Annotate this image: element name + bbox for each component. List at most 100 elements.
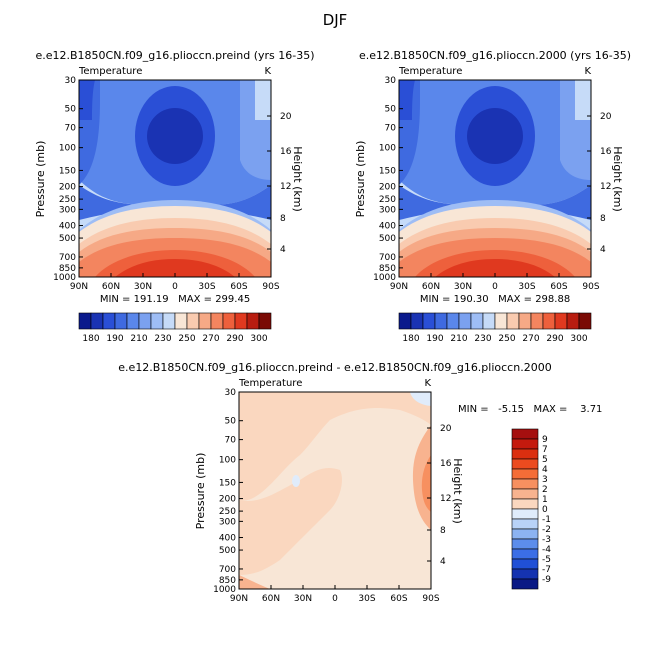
colorbar-label: -5: [542, 555, 551, 565]
colorbar-label: 2: [542, 485, 548, 495]
colorbar-label: 300: [250, 334, 267, 344]
y-tick-label: 70: [225, 436, 237, 446]
units-label: K: [424, 378, 431, 389]
panel-title: e.e12.B1850CN.f09_g16.plioccn.preind - e…: [118, 361, 551, 374]
colorbar-label: -4: [542, 545, 551, 555]
y-tick-label: 30: [65, 76, 77, 86]
variable-label: Temperature: [238, 378, 302, 389]
y-tick-label: 100: [59, 144, 76, 154]
colorbar-swatch: [578, 312, 592, 330]
colorbar-swatch: [566, 312, 580, 330]
y-tick-label: 850: [379, 264, 396, 274]
colorbar-swatch: [511, 518, 539, 530]
colorbar-swatch: [470, 312, 484, 330]
colorbar-swatch: [506, 312, 520, 330]
colorbar-label: 4: [542, 465, 548, 475]
y-tick-label: 700: [59, 253, 76, 263]
x-axis: 90N 60N 30N 0 30S 60S 90S: [70, 273, 280, 292]
x-tick-label: 0: [332, 594, 338, 604]
colorbar-swatch: [222, 312, 236, 330]
colorbar-swatch: [458, 312, 472, 330]
colorbar-swatch: [511, 528, 539, 540]
colorbar-swatch: [78, 312, 92, 330]
y-tick-label: 50: [225, 417, 237, 427]
y-tick-label: 850: [59, 264, 76, 274]
colorbar-swatch: [511, 488, 539, 500]
y-tick-label: 200: [379, 183, 396, 193]
y-tick-label: 70: [65, 124, 77, 134]
contour-field: [399, 80, 591, 277]
y2-axis-label: Height (km): [291, 146, 304, 212]
colorbar-swatch: [410, 312, 424, 330]
y-tick-label: 50: [385, 105, 397, 115]
x-tick-label: 30N: [454, 282, 472, 292]
y2-axis: 20 16 12 8 4: [427, 424, 452, 567]
colorbar-swatch: [511, 428, 539, 440]
contour-fill-band: [239, 392, 431, 501]
colorbar-swatch: [511, 578, 539, 590]
y-tick-label: 400: [379, 222, 396, 232]
y2-tick-label: 12: [280, 182, 291, 192]
colorbar-swatch: [210, 312, 224, 330]
contour-fill-band: [399, 80, 591, 220]
colorbar-swatch: [530, 312, 544, 330]
colorbar-label: 290: [226, 334, 243, 344]
colorbar-label: 1: [542, 495, 548, 505]
colorbar-swatch: [511, 448, 539, 460]
panel-difference: e.e12.B1850CN.f09_g16.plioccn.preind - e…: [118, 361, 602, 604]
x-tick-label: 30N: [134, 282, 152, 292]
y-tick-label: 200: [59, 183, 76, 193]
colorbar-swatch: [482, 312, 496, 330]
y2-tick-label: 4: [280, 245, 286, 255]
colorbar-swatch: [102, 312, 116, 330]
colorbar-swatch: [258, 312, 272, 330]
x-tick-label: 60N: [422, 282, 440, 292]
x-tick-label: 30S: [198, 282, 215, 292]
y-tick-label: 150: [379, 166, 396, 176]
contour-fill-band: [79, 80, 271, 220]
colorbar-swatch: [511, 548, 539, 560]
colorbar-label: 250: [178, 334, 195, 344]
x-tick-label: 30N: [294, 594, 312, 604]
y-tick-label: 150: [59, 166, 76, 176]
y-tick-label: 30: [385, 76, 397, 86]
y-tick-label: 250: [379, 195, 396, 205]
y2-axis-label: Height (km): [451, 458, 464, 524]
panel-title: e.e12.B1850CN.f09_g16.plioccn.2000 (yrs …: [359, 49, 631, 62]
y-tick-label: 400: [59, 222, 76, 232]
y-tick-label: 70: [385, 124, 397, 134]
colorbar-swatch: [246, 312, 260, 330]
y2-tick-label: 16: [600, 147, 612, 157]
colorbar-swatch: [198, 312, 212, 330]
x-tick-label: 30S: [358, 594, 375, 604]
y-tick-label: 400: [219, 534, 236, 544]
units-label: K: [264, 66, 271, 77]
x-tick-label: 90S: [582, 282, 599, 292]
y-tick-label: 100: [379, 144, 396, 154]
y-tick-label: 1000: [53, 273, 76, 283]
min-max-stats: MIN = 190.30 MAX = 298.88: [420, 294, 570, 305]
x-tick-label: 90N: [230, 594, 248, 604]
colorbar-label: 190: [426, 334, 443, 344]
colorbar-swatch: [162, 312, 176, 330]
x-tick-label: 60S: [230, 282, 247, 292]
y-tick-label: 150: [219, 478, 236, 488]
colorbar-swatch: [511, 538, 539, 550]
y2-tick-label: 20: [440, 424, 452, 434]
y-tick-label: 500: [219, 546, 236, 556]
contour-fill-band: [255, 80, 271, 120]
colorbar-label: -7: [542, 565, 551, 575]
colorbar-label: 190: [106, 334, 123, 344]
colorbar-swatch: [398, 312, 412, 330]
colorbar-swatch: [114, 312, 128, 330]
y-tick-label: 50: [65, 105, 77, 115]
contour-fill-band: [410, 392, 431, 406]
x-tick-label: 60N: [262, 594, 280, 604]
y-axis-label: Pressure (mb): [34, 141, 47, 218]
y2-axis: 20 16 12 8 4: [267, 112, 292, 255]
min-max-stats: MIN = 191.19 MAX = 299.45: [100, 294, 250, 305]
contour-field: [79, 80, 271, 277]
x-tick-label: 0: [172, 282, 178, 292]
y2-axis-label: Height (km): [611, 146, 624, 212]
